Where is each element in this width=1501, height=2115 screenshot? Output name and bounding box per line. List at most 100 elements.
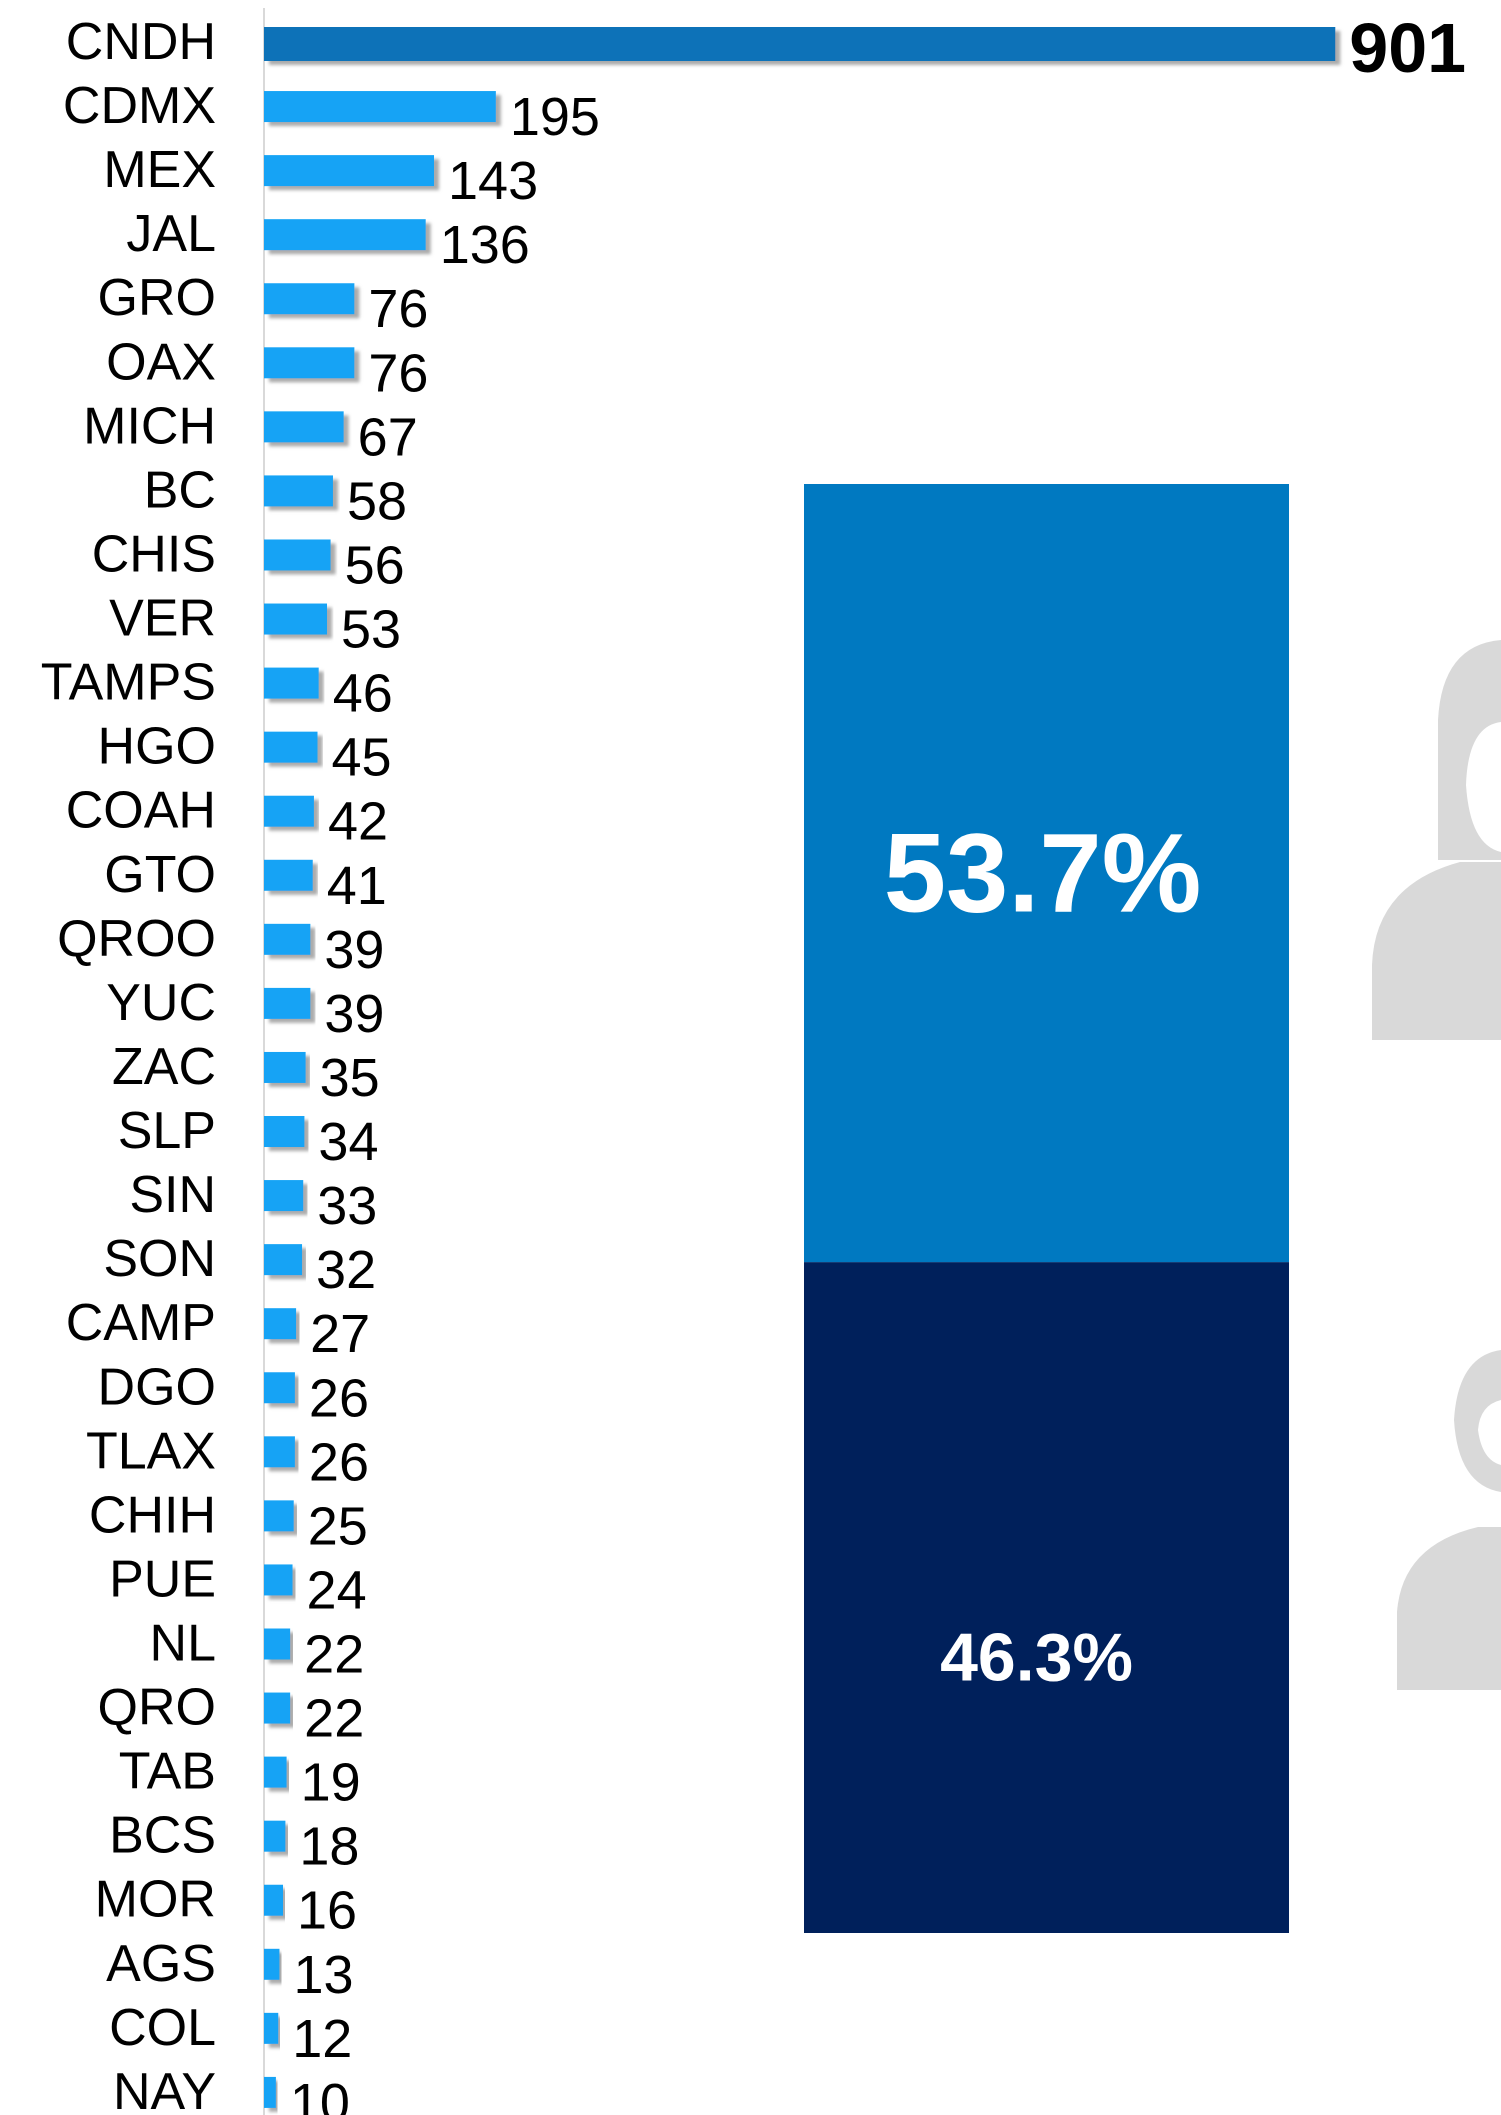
category-label: GTO <box>104 846 216 904</box>
bar <box>264 155 435 187</box>
value-label: 39 <box>324 984 384 1044</box>
segment <box>804 1262 1289 1933</box>
value-label: 56 <box>345 535 405 595</box>
bar <box>264 1308 297 1340</box>
bar <box>264 27 1336 61</box>
category-label: TAB <box>119 1743 216 1801</box>
category-label: AGS <box>106 1935 216 1993</box>
value-label: 10 <box>290 2073 350 2115</box>
value-label: 18 <box>299 1817 359 1877</box>
segment-label: 53.7% <box>884 811 1202 936</box>
category-label: JAL <box>126 205 216 263</box>
category-label: CAMP <box>66 1294 216 1352</box>
category-label: CHIH <box>89 1486 216 1544</box>
value-label: 24 <box>307 1560 367 1620</box>
bar <box>264 539 331 571</box>
man-icon <box>1397 1350 1501 1690</box>
icon-body <box>1397 1527 1501 1690</box>
value-label: 42 <box>328 792 388 852</box>
category-label: CDMX <box>63 77 216 135</box>
category-label: NL <box>150 1615 216 1673</box>
value-label: 27 <box>310 1304 370 1364</box>
woman-icon <box>1372 640 1501 1040</box>
bar <box>264 411 344 443</box>
value-label: 13 <box>293 1945 353 2005</box>
value-label: 32 <box>316 1240 376 1300</box>
bar <box>264 1948 280 1980</box>
bar <box>264 219 426 251</box>
category-label: SLP <box>118 1102 216 1160</box>
bar <box>264 347 355 379</box>
category-label: BC <box>144 461 216 519</box>
bar <box>264 1500 294 1532</box>
value-label: 22 <box>304 1689 364 1749</box>
category-label: PUE <box>109 1550 216 1608</box>
bar <box>264 1436 295 1468</box>
value-label: 39 <box>324 920 384 980</box>
category-label: QRO <box>98 1679 216 1737</box>
bar <box>264 795 314 827</box>
category-label: COL <box>109 1999 216 2057</box>
bar <box>264 731 318 763</box>
bar <box>264 667 319 699</box>
bar <box>264 1244 303 1276</box>
icon-body <box>1372 862 1501 1040</box>
bar <box>264 1051 306 1083</box>
bar <box>264 283 355 315</box>
bar <box>264 91 496 123</box>
segment-label: 46.3% <box>940 1620 1133 1696</box>
category-label: SIN <box>129 1166 216 1224</box>
bar <box>264 1884 284 1916</box>
value-label: 33 <box>317 1176 377 1236</box>
category-label: TLAX <box>86 1422 216 1480</box>
bar <box>264 475 333 507</box>
bar <box>264 1756 287 1788</box>
value-label: 143 <box>448 151 538 211</box>
value-label: 136 <box>440 215 530 275</box>
category-label: VER <box>109 590 216 648</box>
category-label: BCS <box>109 1807 216 1865</box>
category-label: NAY <box>113 2063 216 2115</box>
value-label: 26 <box>309 1432 369 1492</box>
bar <box>264 987 311 1019</box>
icon-face <box>1478 1400 1501 1465</box>
bar <box>264 1564 293 1596</box>
category-label: TAMPS <box>41 654 216 712</box>
value-label: 46 <box>333 664 393 724</box>
value-label: 76 <box>368 279 428 339</box>
category-label: MICH <box>83 397 216 455</box>
category-label: QROO <box>57 910 216 968</box>
value-label: 26 <box>309 1368 369 1428</box>
value-label: 16 <box>297 1881 357 1941</box>
category-label: CNDH <box>66 13 216 71</box>
bar <box>264 603 328 635</box>
bar <box>264 1116 305 1148</box>
value-label: 58 <box>347 471 407 531</box>
bar <box>264 859 313 891</box>
category-label: CHIS <box>92 525 216 583</box>
bar <box>264 1692 291 1724</box>
category-label: MOR <box>95 1871 216 1929</box>
value-label: 195 <box>510 87 600 147</box>
value-label: 19 <box>301 1753 361 1813</box>
category-label: OAX <box>106 333 216 391</box>
bar <box>264 1372 295 1404</box>
category-label: GRO <box>98 269 216 327</box>
category-label: COAH <box>66 782 216 840</box>
value-label: 76 <box>368 343 428 403</box>
value-label: 34 <box>318 1112 378 1172</box>
value-label: 41 <box>327 856 387 916</box>
value-label: 35 <box>320 1048 380 1108</box>
bar <box>264 1628 291 1660</box>
value-label: 67 <box>358 407 418 467</box>
bar <box>264 2076 276 2108</box>
category-label: MEX <box>103 141 216 199</box>
icon-face <box>1466 722 1501 852</box>
category-label: ZAC <box>112 1038 216 1096</box>
value-label: 901 <box>1349 9 1466 87</box>
category-label: HGO <box>98 718 216 776</box>
value-label: 22 <box>304 1625 364 1685</box>
category-label: YUC <box>106 974 216 1032</box>
bar <box>264 2012 279 2044</box>
